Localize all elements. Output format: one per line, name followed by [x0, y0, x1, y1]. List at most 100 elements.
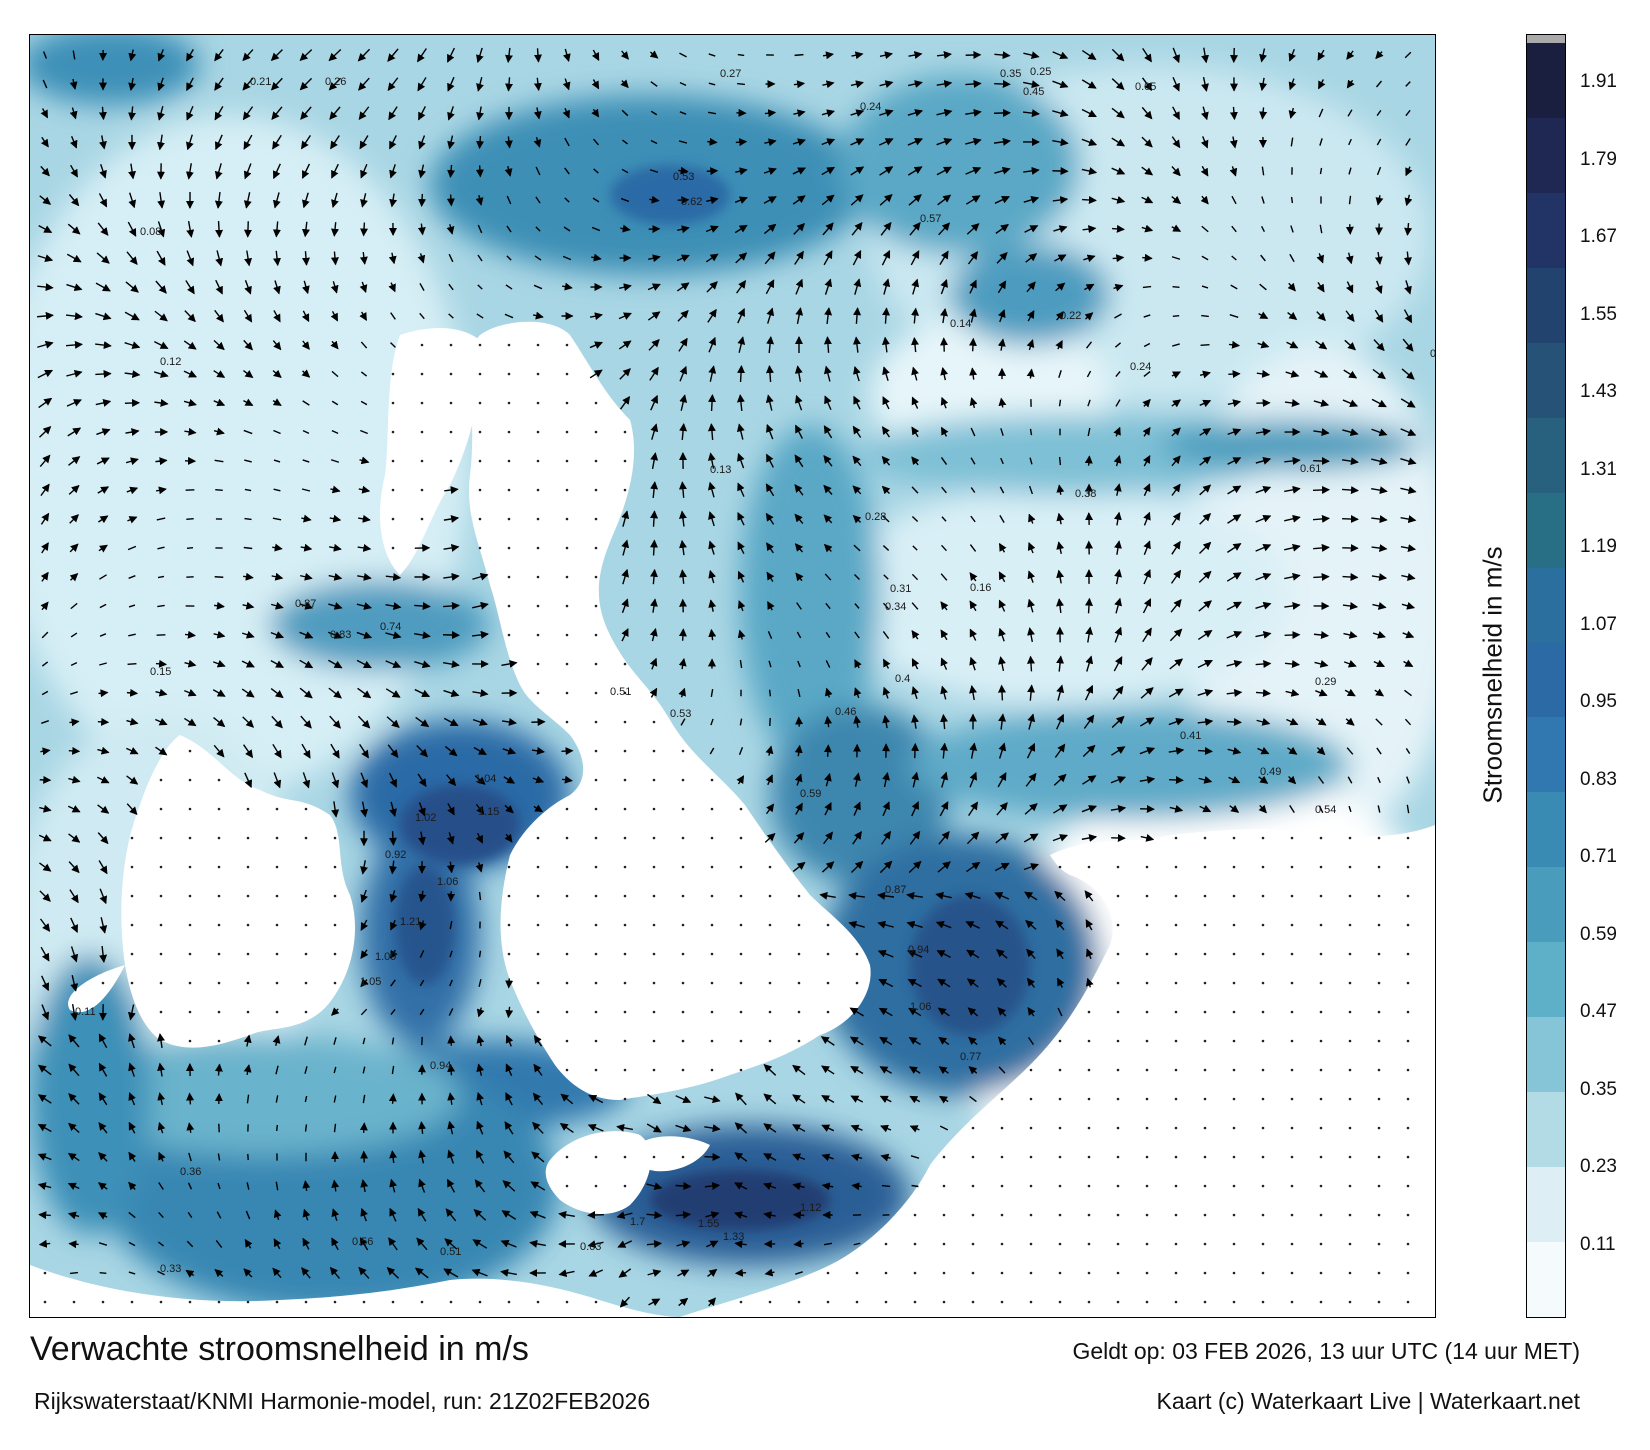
current-value-label: 1.09: [375, 951, 396, 963]
colorbar-tick-label: 0.11: [1580, 1233, 1616, 1255]
current-arrow: [1403, 309, 1413, 324]
grid-dot: [1232, 1068, 1236, 1072]
current-arrow: [618, 283, 632, 292]
grid-dot: [1290, 1039, 1294, 1043]
grid-dot: [1116, 952, 1120, 956]
grid-dot: [942, 1213, 946, 1217]
current-value-label: 0.15: [150, 666, 171, 678]
current-arrow: [157, 77, 165, 92]
grid-dot: [246, 865, 250, 869]
grid-dot: [188, 749, 192, 753]
grid-dot: [623, 1039, 627, 1043]
current-arrow: [1140, 687, 1154, 699]
current-arrow: [1171, 166, 1181, 177]
current-arrow: [1255, 659, 1272, 668]
current-arrow: [124, 311, 140, 321]
current-arrow: [360, 193, 368, 208]
current-arrow: [41, 661, 49, 667]
grid-dot: [1000, 1126, 1004, 1130]
current-arrow: [1056, 484, 1065, 495]
current-arrow: [649, 366, 659, 381]
current-arrow: [504, 165, 513, 177]
current-arrow: [562, 108, 570, 119]
current-arrow: [505, 77, 514, 92]
grid-dot: [652, 807, 656, 811]
grid-dot: [1348, 1155, 1352, 1159]
current-arrow: [300, 572, 313, 581]
colorbar-tick-label: 1.07: [1580, 613, 1617, 635]
current-arrow: [1198, 541, 1212, 554]
grid-dot: [681, 1068, 685, 1072]
current-arrow: [1171, 483, 1181, 496]
grid-dot: [1203, 865, 1207, 869]
grid-dot: [159, 865, 163, 869]
current-value-label: 0.59: [800, 788, 821, 800]
grid-dot: [507, 575, 511, 579]
current-arrow: [1141, 195, 1154, 204]
colorbar: [1526, 34, 1566, 1318]
current-speed-map[interactable]: 0.87 0.83 0.74 1.04 1.15 1.02 0.92 1.06 1.21 1.09…: [29, 34, 1436, 1318]
current-arrow: [331, 192, 339, 208]
current-arrow: [649, 627, 658, 642]
grid-dot: [246, 981, 250, 985]
current-arrow: [328, 572, 343, 581]
grid-dot: [652, 836, 656, 840]
current-arrow: [69, 164, 79, 178]
grid-dot: [971, 1300, 975, 1304]
current-arrow: [417, 223, 426, 236]
current-arrow: [127, 516, 138, 524]
current-arrow: [1312, 514, 1330, 523]
grid-dot: [1174, 1155, 1178, 1159]
current-arrow: [1256, 369, 1271, 378]
current-arrow: [1055, 340, 1063, 350]
current-arrow: [883, 574, 889, 580]
current-arrow: [852, 336, 861, 353]
current-arrows: [37, 47, 1417, 1308]
grid-dot: [565, 1010, 569, 1014]
grid-dot: [449, 430, 453, 434]
current-arrow: [1142, 48, 1152, 63]
current-arrow: [533, 136, 542, 148]
current-arrow: [851, 51, 864, 60]
grid-dot: [1087, 1242, 1091, 1246]
current-arrow: [965, 137, 982, 146]
grid-dot: [1145, 1300, 1149, 1304]
current-arrow: [998, 309, 1006, 323]
current-arrow: [213, 630, 226, 639]
current-arrow: [443, 689, 460, 698]
current-arrow: [1112, 254, 1125, 263]
current-value-label: 0.05: [1135, 81, 1156, 93]
grid-dot: [623, 720, 627, 724]
grid-dot: [1000, 1155, 1004, 1159]
grid-dot: [768, 1039, 772, 1043]
current-arrow: [154, 370, 169, 378]
current-arrow: [38, 224, 53, 234]
current-arrow: [1114, 568, 1122, 585]
current-arrow: [1315, 340, 1328, 350]
current-arrow: [186, 547, 194, 549]
grid-dot: [217, 778, 221, 782]
current-arrow: [998, 627, 1006, 642]
current-arrow: [1227, 543, 1242, 553]
current-arrow: [707, 137, 718, 146]
current-arrow: [765, 365, 774, 382]
current-arrow: [969, 742, 978, 759]
current-arrow: [212, 689, 226, 697]
current-arrow: [1141, 77, 1153, 92]
current-arrow: [619, 368, 631, 380]
grid-dot: [391, 459, 395, 463]
grid-dot: [275, 836, 279, 840]
current-arrow: [593, 168, 599, 174]
grid-dot: [826, 952, 830, 956]
grid-dot: [623, 981, 627, 985]
current-arrow: [331, 163, 339, 179]
current-arrow: [125, 457, 139, 466]
current-arrow: [824, 307, 833, 325]
current-arrow: [1288, 107, 1297, 119]
current-arrow: [735, 252, 748, 264]
current-arrow: [301, 488, 311, 492]
current-arrow: [562, 48, 571, 62]
grid-dot: [1145, 1010, 1149, 1014]
current-arrow: [99, 574, 107, 580]
current-arrow: [242, 77, 254, 91]
